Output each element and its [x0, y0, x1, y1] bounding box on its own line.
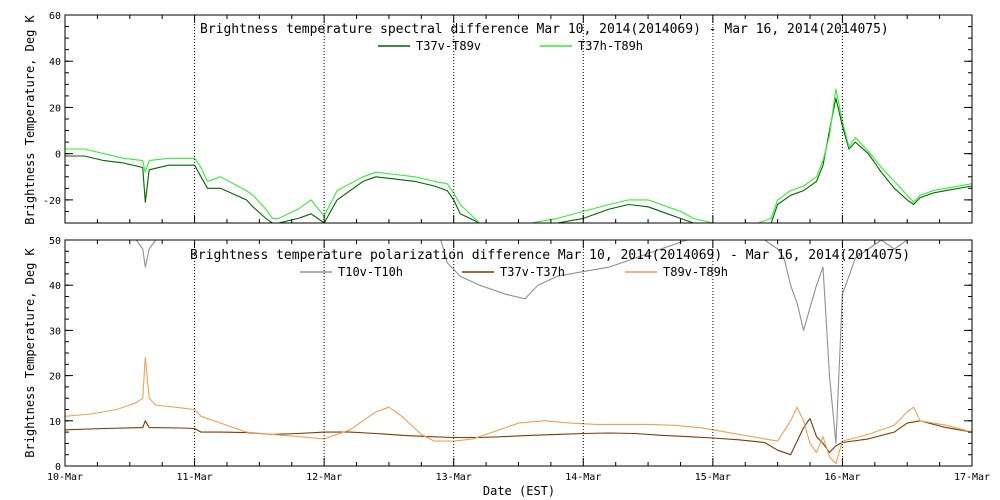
polarization-difference-y-ticks: 0 10 20 30 40 50 [49, 236, 972, 473]
y-tick-label: 20 [49, 372, 61, 383]
x-tick-label: 13-Mar [436, 472, 472, 483]
x-tick-label: 12-Mar [306, 472, 342, 483]
spectral-difference-title: Brightness temperature spectral differen… [200, 22, 889, 37]
x-axis-label: Date (EST) [483, 484, 555, 498]
legend-label: T37v-T37h [500, 265, 565, 279]
legend-label: T37v-T89v [416, 39, 481, 53]
y-tick-label: -20 [43, 196, 61, 207]
x-tick-label: 10-Mar [47, 472, 83, 483]
x-tick-label: 14-Mar [565, 472, 601, 483]
series-line-t89v-t89h [65, 356, 972, 465]
y-tick-label: 20 [49, 103, 61, 114]
legend-label: T37h-T89h [578, 39, 643, 53]
y-tick-label: 10 [49, 417, 61, 428]
y-tick-label: 40 [49, 281, 61, 292]
series-line-t10v-t10h [135, 240, 914, 444]
legend-entry-t89v-t89h: T89v-T89h [625, 265, 728, 279]
y-tick-label: 0 [55, 462, 61, 473]
y-tick-label: 0 [55, 150, 61, 161]
polarization-difference-panel: 0 10 20 30 40 50 10-Mar 11-Mar 12-Mar 13-Mar 14-M… [23, 236, 990, 498]
polarization-difference-y-label: Brightness Temperature, Deg K [23, 247, 37, 457]
spectral-difference-y-ticks: -20 0 20 40 60 [43, 11, 972, 224]
polarization-difference-x-ticks: 10-Mar 11-Mar 12-Mar 13-Mar 14-Mar 15-Mar 16-M… [47, 240, 990, 483]
x-tick-label: 11-Mar [177, 472, 213, 483]
y-tick-label: 30 [49, 326, 61, 337]
y-tick-label: 50 [49, 236, 61, 247]
y-tick-label: 60 [49, 11, 61, 22]
series-line-t37v-t37h [65, 417, 972, 456]
series-line-t37v-t89v [65, 97, 972, 223]
spectral-difference-series [65, 88, 972, 223]
polarization-difference-series [65, 240, 972, 465]
x-tick-label: 15-Mar [695, 472, 731, 483]
legend-entry-t10v-t10h: T10v-T10h [300, 265, 403, 279]
spectral-difference-x-ticks [64, 15, 973, 223]
x-tick-label: 16-Mar [824, 472, 860, 483]
legend-entry-t37v-t89v: T37v-T89v [378, 39, 481, 53]
series-line-t37h-t89h [65, 88, 972, 223]
legend-label: T89v-T89h [663, 265, 728, 279]
y-tick-label: 40 [49, 57, 61, 68]
polarization-difference-title: Brightness temperature polarization diff… [190, 248, 910, 263]
spectral-difference-y-label: Brightness Temperature, Deg K [23, 14, 37, 224]
legend-label: T10v-T10h [338, 265, 403, 279]
spectral-difference-panel: -20 0 20 40 60 Brightness temperature spectr… [23, 11, 973, 225]
legend-entry-t37h-t89h: T37h-T89h [540, 39, 643, 53]
legend-entry-t37v-t37h: T37v-T37h [462, 265, 565, 279]
x-tick-label: 17-Mar [954, 472, 990, 483]
spectral-difference-legend: T37v-T89v T37h-T89h [378, 39, 643, 53]
polarization-difference-legend: T10v-T10h T37v-T37h T89v-T89h [300, 265, 728, 279]
